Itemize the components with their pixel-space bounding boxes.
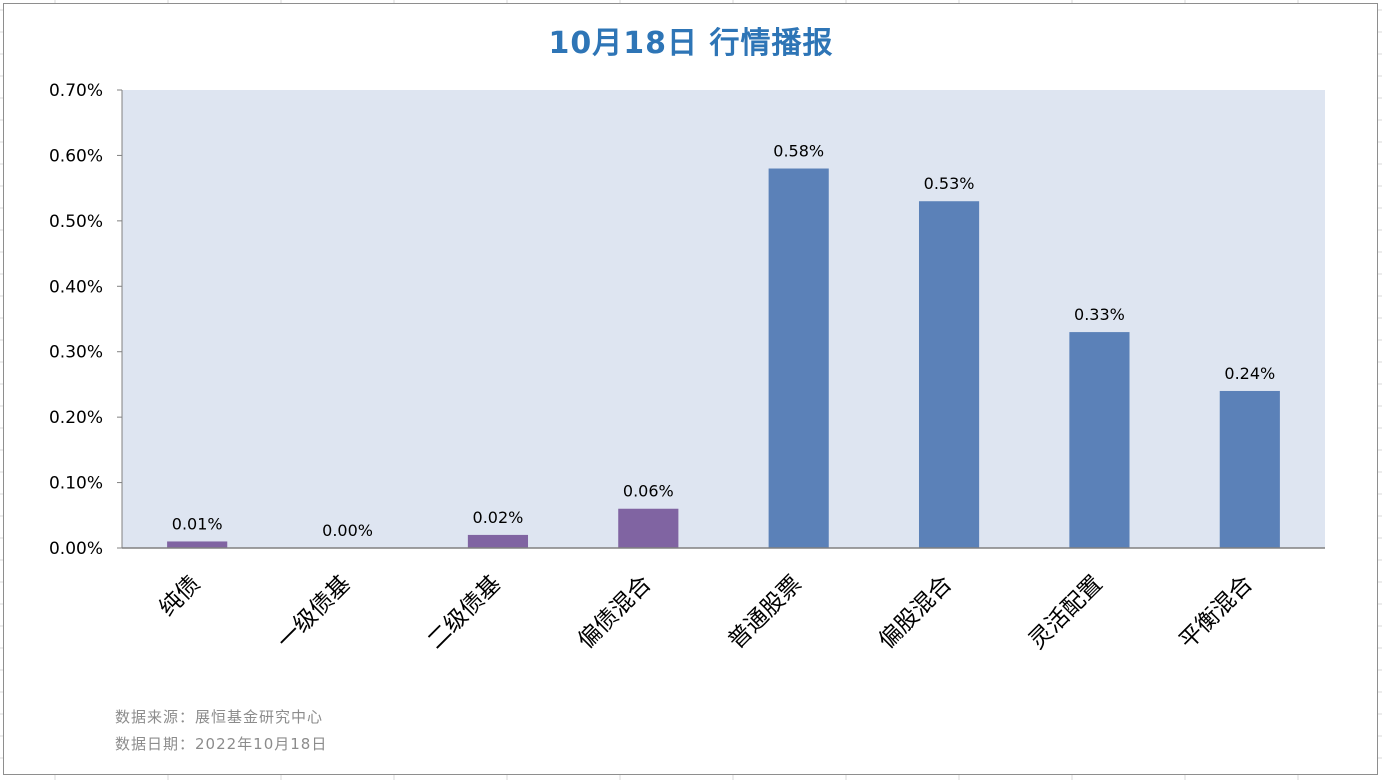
y-tick-label: 0.20%	[49, 408, 103, 428]
bar-value-label: 0.06%	[623, 482, 674, 501]
bar-7	[1069, 332, 1130, 548]
x-category-label: 二级债基	[423, 571, 506, 654]
bar-3	[467, 534, 529, 548]
bar-value-label: 0.33%	[1074, 305, 1125, 324]
x-category-label: 平衡混合	[1175, 571, 1258, 654]
bar-value-label: 0.58%	[773, 142, 824, 161]
y-tick-label: 0.60%	[49, 146, 103, 166]
x-category-label: 灵活配置	[1024, 571, 1107, 654]
y-tick-label: 0.10%	[49, 474, 103, 494]
bar-4	[618, 508, 679, 548]
y-tick-label: 0.40%	[49, 277, 103, 297]
bar-value-label: 0.02%	[473, 508, 524, 527]
bar-value-label: 0.53%	[924, 174, 975, 193]
x-category-label: 纯债	[155, 571, 206, 622]
y-tick-label: 0.70%	[49, 81, 103, 101]
bar-5	[768, 168, 829, 548]
y-tick-label: 0.00%	[49, 539, 103, 559]
chart-title: 10月18日 行情播报	[548, 26, 834, 61]
plot-area	[122, 90, 1325, 548]
bar-value-label: 0.00%	[322, 521, 373, 540]
x-category-label: 偏债混合	[573, 571, 656, 654]
x-category-label: 偏股混合	[874, 571, 957, 654]
bar-8	[1219, 390, 1280, 548]
y-tick-label: 0.50%	[49, 212, 103, 232]
x-category-label: 一级债基	[272, 571, 355, 654]
data-date-note: 数据日期：2022年10月18日	[115, 735, 328, 753]
bar-6	[918, 201, 980, 548]
data-source-note: 数据来源：展恒基金研究中心	[115, 708, 324, 726]
x-category-label: 普通股票	[723, 571, 806, 654]
bar-value-label: 0.24%	[1224, 364, 1275, 383]
y-tick-label: 0.30%	[49, 343, 103, 363]
bar-value-label: 0.01%	[172, 514, 223, 533]
bar-1	[167, 541, 228, 548]
